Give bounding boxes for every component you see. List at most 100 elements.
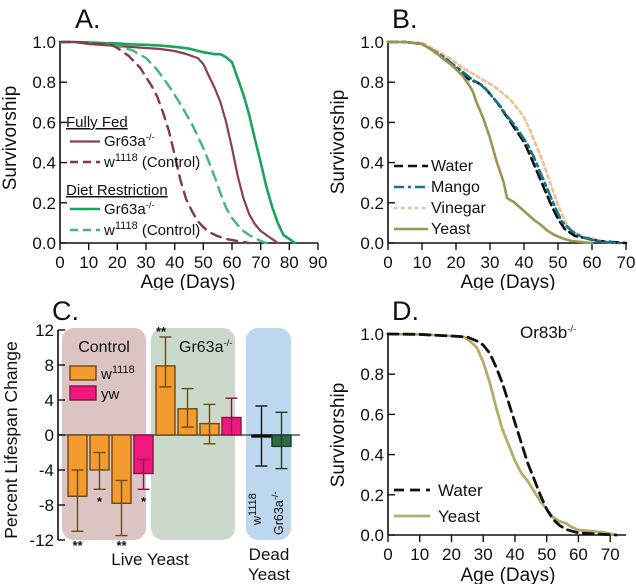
errorbar-control-1: [71, 469, 84, 533]
legend-label-mango: Mango: [431, 179, 480, 196]
svg-text:60: 60: [569, 545, 588, 564]
panel-b-legend: Water Mango Vinegar Yeast: [394, 158, 487, 238]
panel-d-xlabel: Age (Days): [460, 565, 555, 584]
sig-gr63a-1: **: [156, 324, 167, 339]
legend-label-vinegar: Vinegar: [431, 200, 487, 217]
svg-text:10: 10: [413, 253, 432, 272]
legend-label-yw: yw: [101, 386, 120, 403]
svg-text:40: 40: [515, 253, 534, 272]
panel-b-yticklabels: 1.0 0.8 0.6 0.4 0.2 0.0: [360, 33, 384, 253]
region-label-gr63a: Gr63a-/-: [179, 338, 232, 356]
svg-text:0.8: 0.8: [360, 365, 384, 384]
errorbar-control-2: [93, 451, 106, 491]
svg-text:0: 0: [45, 426, 54, 445]
legend-label-d-yeast: Yeast: [438, 507, 480, 526]
panel-d-svg: D. Survivorship Or83b-/- 1.0 0.8 0.6 0.4 0.…: [330, 296, 626, 584]
svg-text:0.4: 0.4: [360, 446, 384, 465]
sig-control-3: **: [116, 538, 127, 553]
svg-text:0.2: 0.2: [360, 194, 384, 213]
panel-a-letter: A.: [75, 4, 101, 34]
panel-a-curves: [58, 40, 297, 245]
panel-c-yticklabels: 12 8 4 0 -4 -8 -12: [29, 321, 54, 550]
errorbar-control-3: [115, 479, 128, 537]
svg-text:-4: -4: [39, 461, 54, 480]
panel-b: B. Survivorship 1.0 0.8 0.6 0.4 0.2 0.0: [330, 0, 636, 290]
svg-text:60: 60: [583, 253, 602, 272]
legend-label-yeast: Yeast: [431, 221, 471, 238]
svg-text:50: 50: [194, 253, 213, 272]
svg-text:0: 0: [55, 253, 64, 272]
svg-text:0.8: 0.8: [32, 73, 56, 92]
svg-text:50: 50: [537, 545, 556, 564]
svg-text:1.0: 1.0: [360, 33, 384, 52]
legend-label-fed-mutant: Gr63a-/-: [104, 132, 155, 150]
legend-label-water: Water: [431, 158, 474, 175]
svg-text:20: 20: [447, 253, 466, 272]
panel-a-xlabel: Age (Days): [140, 272, 235, 290]
svg-text:0.0: 0.0: [360, 234, 384, 253]
svg-text:0.2: 0.2: [360, 486, 384, 505]
panel-a-yticklabels: 1.0 0.8 0.6 0.4 0.2 0.0: [32, 33, 56, 253]
svg-text:-12: -12: [29, 531, 54, 550]
svg-text:0.6: 0.6: [360, 405, 384, 424]
svg-text:30: 30: [137, 253, 156, 272]
panel-a-legend: Fully Fed Gr63a-/- w1118 (Control) Diet …: [66, 114, 200, 239]
svg-text:40: 40: [165, 253, 184, 272]
panel-b-xlabel: Age (Days): [460, 272, 555, 290]
panel-a-xticks: [59, 243, 319, 250]
errorbar-gr63a-4: [225, 397, 238, 435]
panel-a-svg: A. Survivorship 1.0 0.8 0.6 0.4 0.2 0.0: [0, 4, 327, 290]
svg-text:0.0: 0.0: [360, 526, 384, 545]
errorbar-control-4: [137, 458, 150, 491]
svg-text:0.6: 0.6: [32, 113, 56, 132]
curve-vinegar: [386, 40, 607, 245]
panel-d-xticks: [387, 535, 611, 542]
curve-yeast: [386, 40, 594, 245]
svg-text:4: 4: [45, 391, 54, 410]
legend-label-dr-mutant: Gr63a-/-: [104, 200, 155, 218]
legend-label-fed-control: w1118 (Control): [103, 152, 200, 171]
bars-gr63a-live-yeast: **: [155, 324, 242, 445]
bars-dead-yeast: w1118 Gr63a-/-: [247, 405, 292, 535]
region-label-control: Control: [78, 339, 130, 356]
panel-d-xticklabels: 0 10 20 30 40 50 60 70: [383, 545, 619, 564]
errorbar-dead-gr63a: [275, 411, 288, 470]
panel-c: C. Percent Lifespan Change 12 8 4 0 -4 -8: [0, 290, 340, 584]
svg-text:20: 20: [108, 253, 127, 272]
group-label-dead-yeast-line1: Dead: [249, 545, 290, 564]
curve-mango: [386, 40, 621, 245]
svg-text:70: 70: [601, 545, 620, 564]
sig-control-4: *: [141, 494, 147, 509]
bar-label-dead-gr63a: Gr63a-/-: [270, 491, 286, 535]
legend-head-diet-restriction: Diet Restriction: [66, 182, 168, 199]
svg-text:60: 60: [223, 253, 242, 272]
panel-b-ylabel: Survivorship: [330, 90, 349, 195]
panel-d-letter: D.: [392, 296, 419, 326]
svg-text:0: 0: [383, 253, 392, 272]
svg-text:0.4: 0.4: [32, 154, 56, 173]
panel-c-svg: C. Percent Lifespan Change 12 8 4 0 -4 -8: [1, 296, 300, 584]
svg-text:40: 40: [506, 545, 525, 564]
svg-text:20: 20: [442, 545, 461, 564]
panel-d-yticklabels: 1.0 0.8 0.6 0.4 0.2 0.0: [360, 325, 384, 545]
curve-fed-control: [58, 40, 251, 245]
svg-text:10: 10: [410, 545, 429, 564]
svg-text:30: 30: [474, 545, 493, 564]
panel-b-xticklabels: 0 10 20 30 40 50 60 70: [383, 253, 635, 272]
panel-d-yticks: [388, 333, 395, 536]
curve-water: [386, 40, 628, 245]
svg-text:0.0: 0.0: [32, 234, 56, 253]
panel-b-svg: B. Survivorship 1.0 0.8 0.6 0.4 0.2 0.0: [330, 4, 635, 290]
group-label-live-yeast: Live Yeast: [111, 550, 189, 569]
svg-text:1.0: 1.0: [32, 33, 56, 52]
errorbar-gr63a-3: [203, 403, 216, 445]
svg-text:70: 70: [617, 253, 636, 272]
legend-head-fully-fed: Fully Fed: [66, 114, 128, 131]
svg-text:0: 0: [383, 545, 392, 564]
svg-text:0.2: 0.2: [32, 194, 56, 213]
svg-text:-8: -8: [39, 496, 54, 515]
region-bg-control: [62, 328, 146, 540]
region-bg-dead-yeast: [246, 328, 291, 540]
panel-a-xticklabels: 0 10 20 30 40 50 60 70 80 90: [55, 253, 327, 272]
legend-swatch-w1118: [69, 365, 97, 381]
